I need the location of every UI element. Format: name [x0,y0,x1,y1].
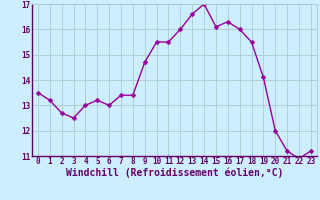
X-axis label: Windchill (Refroidissement éolien,°C): Windchill (Refroidissement éolien,°C) [66,168,283,178]
